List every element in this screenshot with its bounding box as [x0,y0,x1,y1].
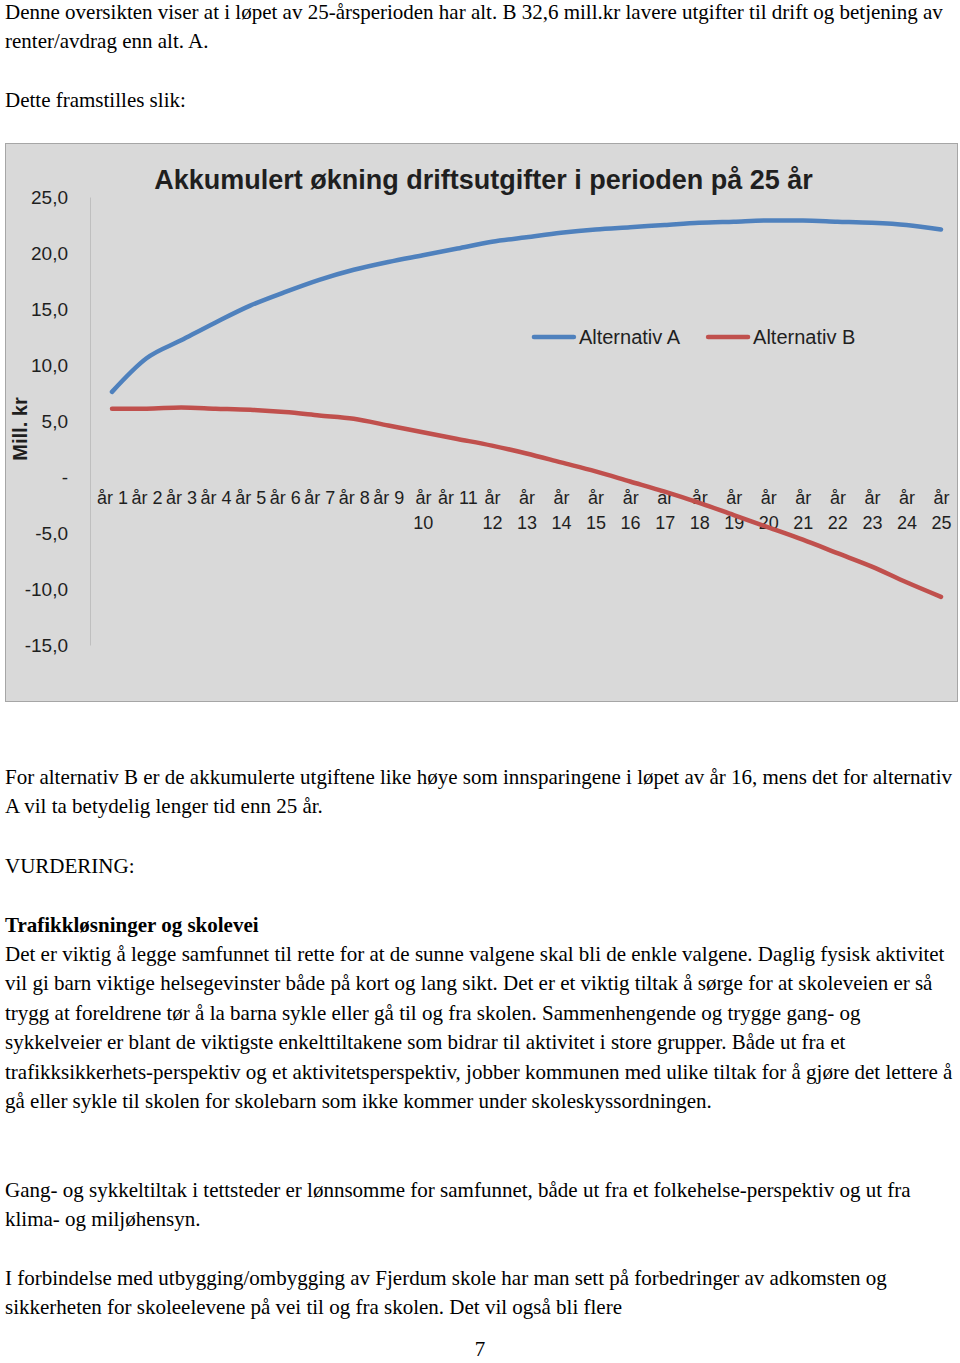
y-tick-label: 20,0 [31,243,68,264]
x-tick: år14 [552,477,572,533]
x-tick: år 2 [132,477,163,508]
paragraph: For alternativ B er de akkumulerte utgif… [5,763,955,822]
y-tick: - [62,467,90,488]
y-tick-label: 10,0 [31,355,68,376]
x-tick-label: år21 [793,488,813,533]
x-tick: år24 [897,477,917,533]
x-tick: år 7 [304,477,335,508]
paragraph: Det er viktig å legge samfunnet til rett… [5,940,955,1116]
x-tick: år25 [931,477,951,533]
subheading: Trafikkløsninger og skolevei [5,911,955,940]
x-axis: år 1år 2år 3år 4år 5år 6år 7år 8år 9 år10… [97,477,952,533]
y-tick-label: 25,0 [31,187,68,208]
x-tick-label: år22 [828,488,848,533]
x-tick-label: år 3 [166,488,197,508]
series-line [112,408,941,597]
chart-title: Akkumulert økning driftsutgifter i perio… [154,165,813,195]
x-tick: år17 [655,477,675,533]
x-axis-line [113,477,942,478]
y-tick-label: -15,0 [25,635,68,656]
x-tick-label: år 4 [201,488,232,508]
paragraph: Gang- og sykkeltiltak i tettsteder er lø… [5,1176,955,1235]
x-tick: år 1 [97,477,128,508]
x-tick: år13 [517,477,537,533]
x-tick: år23 [862,477,882,533]
x-tick: år10 [413,477,433,533]
x-tick: år 3 [166,477,197,508]
x-tick: år 6 [270,477,301,508]
x-tick-label: år23 [862,488,882,533]
intro-paragraph: Denne oversikten viser at i løpet av 25-… [5,0,955,57]
y-tick-label: -5,0 [35,523,68,544]
x-tick: år 5 [235,477,266,508]
x-tick-label: år 7 [304,488,335,508]
x-tick-label: år 6 [270,488,301,508]
y-tick: 10,0 [31,355,90,376]
x-tick-label: år12 [482,488,502,533]
y-tick: 25,0 [31,187,90,208]
y-tick-label: 5,0 [42,411,68,432]
x-tick: år 4 [201,477,232,508]
y-tick-label: - [62,467,68,488]
x-tick-label: år16 [621,488,641,533]
page-number: 7 [0,1337,960,1362]
paragraph: I forbindelse med utbygging/ombygging av… [5,1264,955,1323]
y-tick: -15,0 [25,635,90,656]
x-tick-label: år13 [517,488,537,533]
x-tick: år15 [586,477,606,533]
y-tick: -10,0 [25,579,90,600]
x-tick: år 9 [373,477,404,508]
y-tick: 15,0 [31,299,90,320]
y-tick-label: 15,0 [31,299,68,320]
plot-area [112,221,941,597]
x-tick-label: år25 [931,488,951,533]
y-tick-label: -10,0 [25,579,68,600]
x-tick-label: år 11 [438,488,478,508]
x-tick-label: år 9 [373,488,404,508]
legend-swatch [534,335,574,340]
y-axis-line [90,198,91,646]
x-tick: år12 [482,477,502,533]
x-tick: år 11 [438,477,478,508]
x-tick-label: år 8 [339,488,370,508]
x-tick: år19 [724,477,744,533]
legend-label: Alternativ A [579,326,681,348]
lead-in: Dette framstilles slik: [5,86,955,115]
x-tick-label: år18 [690,488,710,533]
legend: Alternativ A Alternativ B [534,326,855,348]
legend-label: Alternativ B [753,326,855,348]
chart: Akkumulert økning driftsutgifter i perio… [5,143,958,702]
x-tick-label: år 1 [97,488,128,508]
x-tick-label: år15 [586,488,606,533]
y-tick: -5,0 [35,523,90,544]
x-tick-label: år10 [413,488,433,533]
y-axis: 25,0 20,0 15,0 10,0 5,0 - -5,0 -10,0 -15,0 [25,187,91,656]
x-tick-label: år14 [552,488,572,533]
y-axis-title: Mill. kr [9,397,31,461]
x-tick: år22 [828,477,848,533]
legend-swatch [708,335,748,340]
heading: VURDERING: [5,852,955,881]
x-tick-label: år 2 [132,488,163,508]
y-tick: 20,0 [31,243,90,264]
x-tick: år 8 [339,477,370,508]
chart-background [6,144,958,702]
series-line [112,221,941,392]
x-tick-label: år24 [897,488,917,533]
x-tick-label: år 5 [235,488,266,508]
y-tick: 5,0 [42,411,90,432]
x-tick: år21 [793,477,813,533]
